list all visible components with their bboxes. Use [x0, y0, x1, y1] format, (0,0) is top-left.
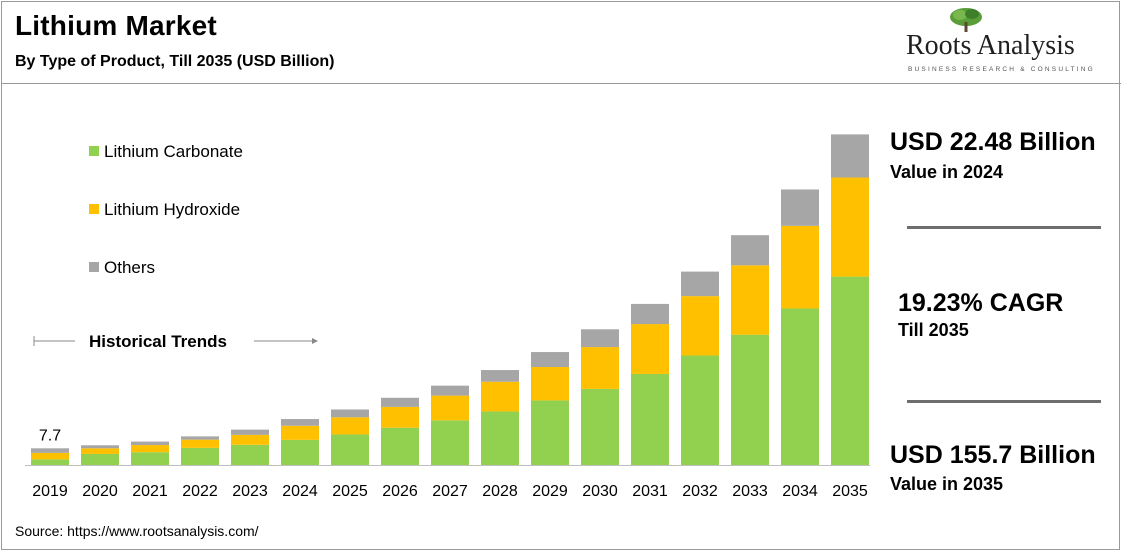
- x-tick-label: 2035: [832, 483, 868, 500]
- bar-segment: [481, 381, 519, 412]
- kpi-cagr-label: Till 2035: [898, 320, 969, 340]
- x-tick-label: 2033: [732, 483, 768, 500]
- bar-segment: [581, 329, 619, 348]
- x-tick-label: 2030: [582, 483, 618, 500]
- x-tick-label: 2028: [482, 483, 518, 500]
- bar-segment: [381, 406, 419, 428]
- source-note: Source: https://www.rootsanalysis.com/: [15, 523, 259, 539]
- bar-segment: [81, 453, 119, 465]
- bar-segment: [531, 352, 569, 368]
- bar-segment: [31, 448, 69, 453]
- bar-segment: [431, 385, 469, 396]
- bar-segment: [131, 452, 169, 465]
- bar-segment: [681, 296, 719, 356]
- bar-segment: [631, 324, 669, 374]
- data-labels: 7.7: [39, 427, 61, 444]
- x-tick-label: 2026: [382, 483, 418, 500]
- bar-segment: [331, 417, 369, 435]
- bars-group: [25, 134, 870, 466]
- bar-segment: [831, 177, 869, 277]
- x-tick-label: 2021: [132, 483, 168, 500]
- bar-segment: [231, 444, 269, 465]
- legend-swatch: [89, 204, 99, 214]
- bar-segment: [131, 445, 169, 453]
- page-subtitle: By Type of Product, Till 2035 (USD Billi…: [15, 53, 335, 70]
- x-tick-label: 2022: [182, 483, 218, 500]
- bar-segment: [731, 235, 769, 266]
- logo-name: Roots Analysis: [906, 30, 1075, 61]
- x-tick-label: 2027: [432, 483, 468, 500]
- bar-segment: [181, 447, 219, 465]
- chart-legend: Lithium Carbonate Lithium Hydroxide Others: [89, 142, 243, 277]
- bar-segment: [481, 370, 519, 382]
- kpi-2035-label: Value in 2035: [890, 474, 1004, 494]
- bar-segment: [681, 271, 719, 297]
- bar-segment: [331, 409, 369, 418]
- historical-trends-label: Historical Trends: [89, 332, 227, 351]
- kpi-cagr-value: 19.23% CAGR: [898, 289, 1064, 317]
- bar-segment: [181, 436, 219, 440]
- bar-segment: [431, 420, 469, 465]
- bar-segment: [781, 189, 819, 226]
- x-axis-labels: 2019 2020 2021 2022 2023 2024 2025 2026 2027 2028…: [32, 483, 868, 500]
- header: Lithium Market By Type of Product, Till …: [2, 2, 1121, 84]
- data-label: 7.7: [39, 427, 61, 444]
- bar-segment: [131, 441, 169, 446]
- tree-logo-icon: [950, 8, 982, 32]
- x-tick-label: 2020: [82, 483, 118, 500]
- bar-segment: [831, 134, 869, 178]
- page-title: Lithium Market: [15, 10, 217, 41]
- bar-segment: [631, 303, 669, 325]
- bar-segment: [581, 347, 619, 389]
- bar-segment: [531, 400, 569, 465]
- legend-label: Others: [104, 258, 155, 277]
- x-tick-label: 2034: [782, 483, 818, 500]
- bar-segment: [381, 427, 419, 465]
- bar-segment: [331, 434, 369, 465]
- bar-segment: [731, 265, 769, 335]
- kpi-2024-value: USD 22.48 Billion: [890, 128, 1096, 156]
- x-tick-label: 2031: [632, 483, 668, 500]
- historical-trends-annotation: Historical Trends: [33, 332, 318, 351]
- bar-segment: [681, 355, 719, 465]
- kpi-divider-2: [907, 400, 1101, 403]
- kpi-divider-1: [907, 226, 1101, 229]
- bar-segment: [781, 308, 819, 465]
- bar-segment: [781, 225, 819, 309]
- legend-swatch: [89, 146, 99, 156]
- kpi-2024-label: Value in 2024: [890, 162, 1004, 182]
- bar-segment: [231, 429, 269, 435]
- x-tick-label: 2023: [232, 483, 268, 500]
- legend-label: Lithium Hydroxide: [104, 200, 240, 219]
- bar-segment: [581, 388, 619, 465]
- bar-segment: [81, 448, 119, 454]
- x-tick-label: 2019: [32, 483, 68, 500]
- bar-segment: [81, 445, 119, 449]
- bar-segment: [31, 459, 69, 465]
- bar-segment: [481, 411, 519, 465]
- x-tick-label: 2032: [682, 483, 718, 500]
- x-tick-label: 2029: [532, 483, 568, 500]
- bar-segment: [281, 419, 319, 426]
- x-tick-label: 2024: [282, 483, 318, 500]
- legend-swatch: [89, 262, 99, 272]
- bar-segment: [431, 395, 469, 421]
- bar-segment: [831, 276, 869, 465]
- bar-segment: [381, 397, 419, 407]
- bar-segment: [631, 373, 669, 465]
- bar-segment: [531, 367, 569, 401]
- bar-segment: [281, 425, 319, 440]
- roots-analysis-logo: Roots Analysis BUSINESS RESEARCH & CONSU…: [902, 6, 1112, 78]
- logo-tagline: BUSINESS RESEARCH & CONSULTING: [908, 66, 1095, 73]
- bar-segment: [731, 334, 769, 465]
- bar-segment: [181, 439, 219, 448]
- kpi-2035-value: USD 155.7 Billion: [890, 441, 1096, 469]
- bar-segment: [231, 434, 269, 445]
- x-tick-label: 2025: [332, 483, 368, 500]
- bar-segment: [281, 439, 319, 465]
- legend-label: Lithium Carbonate: [104, 142, 243, 161]
- bar-segment: [31, 452, 69, 460]
